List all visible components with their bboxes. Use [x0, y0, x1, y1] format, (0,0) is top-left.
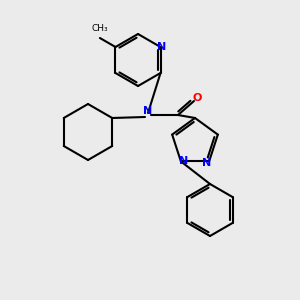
- Text: N: N: [202, 158, 212, 168]
- Text: N: N: [157, 42, 166, 52]
- Text: N: N: [143, 106, 153, 116]
- Text: CH₃: CH₃: [92, 24, 108, 33]
- Text: N: N: [179, 156, 188, 167]
- Text: O: O: [192, 93, 202, 103]
